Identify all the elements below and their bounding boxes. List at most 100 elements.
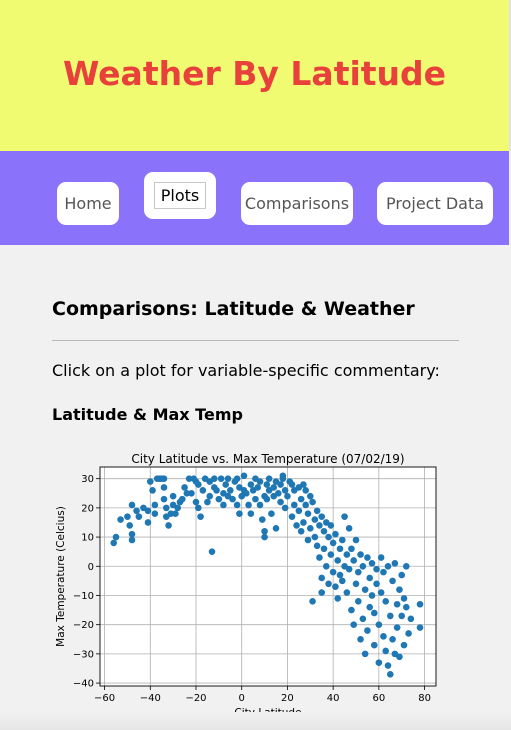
data-point <box>194 481 202 488</box>
data-point <box>233 501 241 509</box>
data-point <box>348 606 355 614</box>
data-point <box>300 519 307 526</box>
data-point <box>377 554 385 561</box>
data-point <box>393 600 401 608</box>
page-title: Comparisons: Latitude & Weather <box>52 298 415 320</box>
data-point <box>149 487 156 494</box>
data-point <box>261 527 268 535</box>
data-point <box>288 513 296 520</box>
data-point <box>206 492 214 500</box>
data-point <box>295 507 303 515</box>
latitude-max-temp-plot[interactable]: −60 −40 −20 0 20 40 60 80 −40 −30 −20 −10 0 10 20 30 Cit… <box>52 448 444 724</box>
data-point <box>268 510 275 518</box>
data-point <box>144 519 152 526</box>
data-point <box>274 489 282 497</box>
data-point <box>181 484 188 491</box>
data-point <box>316 522 323 529</box>
data-point <box>229 495 236 503</box>
data-point <box>304 510 312 518</box>
data-point <box>380 568 387 576</box>
data-point <box>386 612 394 620</box>
x-tick-label: 0 <box>239 693 245 704</box>
data-point <box>165 522 172 529</box>
data-point <box>293 522 300 529</box>
data-point <box>297 527 305 535</box>
data-point <box>352 580 360 588</box>
nav-project-data-button[interactable]: Project Data <box>377 182 493 225</box>
data-point <box>242 489 250 497</box>
data-point <box>233 475 241 482</box>
data-point <box>338 536 346 544</box>
data-point <box>368 560 376 567</box>
divider <box>52 340 459 341</box>
x-tick-label: −20 <box>185 693 206 704</box>
data-point <box>306 525 314 532</box>
nav-plots-label: Plots <box>153 182 207 209</box>
data-point <box>327 522 335 529</box>
data-point <box>302 501 310 509</box>
site-header: Weather By Latitude <box>0 0 511 151</box>
data-point <box>117 516 124 523</box>
plot-heading: Latitude & Max Temp <box>52 405 243 424</box>
data-point <box>128 501 136 509</box>
data-point <box>313 507 321 515</box>
data-point <box>318 513 326 520</box>
data-point <box>290 501 298 509</box>
scatter-chart[interactable]: −60 −40 −20 0 20 40 60 80−40−30−20−100102030Cit… <box>52 448 444 724</box>
data-point <box>309 498 316 506</box>
data-point <box>261 533 268 541</box>
data-point <box>359 615 367 623</box>
nav-comparisons-button[interactable]: Comparisons <box>241 182 353 225</box>
data-point <box>270 484 278 491</box>
data-point <box>277 481 284 488</box>
data-point <box>370 641 378 649</box>
data-point <box>386 671 394 678</box>
data-point <box>160 475 168 482</box>
data-point <box>304 536 312 544</box>
data-point <box>336 571 344 579</box>
nav-project-data-label: Project Data <box>385 194 485 213</box>
data-point <box>322 562 330 570</box>
data-point <box>128 530 136 538</box>
y-tick-label: 20 <box>81 503 94 514</box>
nav-home-button[interactable]: Home <box>57 182 119 225</box>
data-point <box>169 492 177 500</box>
data-point <box>215 495 223 503</box>
nav-plots-button[interactable]: Plots <box>144 172 216 219</box>
y-axis-label: Max Temperature (Celcius) <box>55 506 67 647</box>
data-point <box>151 501 159 509</box>
data-point <box>389 635 396 643</box>
data-point <box>151 510 159 518</box>
y-tick-label: 30 <box>81 474 94 485</box>
y-tick-label: −20 <box>73 620 94 631</box>
data-point <box>185 475 193 482</box>
data-point <box>334 557 342 564</box>
data-point <box>354 568 362 576</box>
data-point <box>254 484 262 491</box>
data-point <box>373 565 380 573</box>
y-tick-label: 0 <box>88 562 94 573</box>
data-point <box>133 507 140 515</box>
x-tick-label: 40 <box>327 693 340 704</box>
plot-frame <box>99 466 437 687</box>
data-point <box>359 562 367 570</box>
data-point <box>332 583 339 591</box>
data-point <box>329 568 337 576</box>
nav-home-label: Home <box>64 194 112 213</box>
data-point <box>277 498 284 506</box>
data-point <box>112 533 120 541</box>
data-point <box>284 492 291 500</box>
data-point <box>279 472 287 480</box>
data-point <box>400 595 408 602</box>
data-point <box>402 562 410 570</box>
data-point <box>245 501 252 509</box>
x-tick-label: −60 <box>94 693 115 704</box>
data-point <box>174 504 182 512</box>
data-point <box>398 571 406 579</box>
data-point <box>357 635 364 643</box>
data-point <box>199 487 207 494</box>
data-point <box>348 545 355 553</box>
data-point <box>325 580 332 588</box>
site-title: Weather By Latitude <box>62 54 447 93</box>
data-point <box>194 504 202 512</box>
